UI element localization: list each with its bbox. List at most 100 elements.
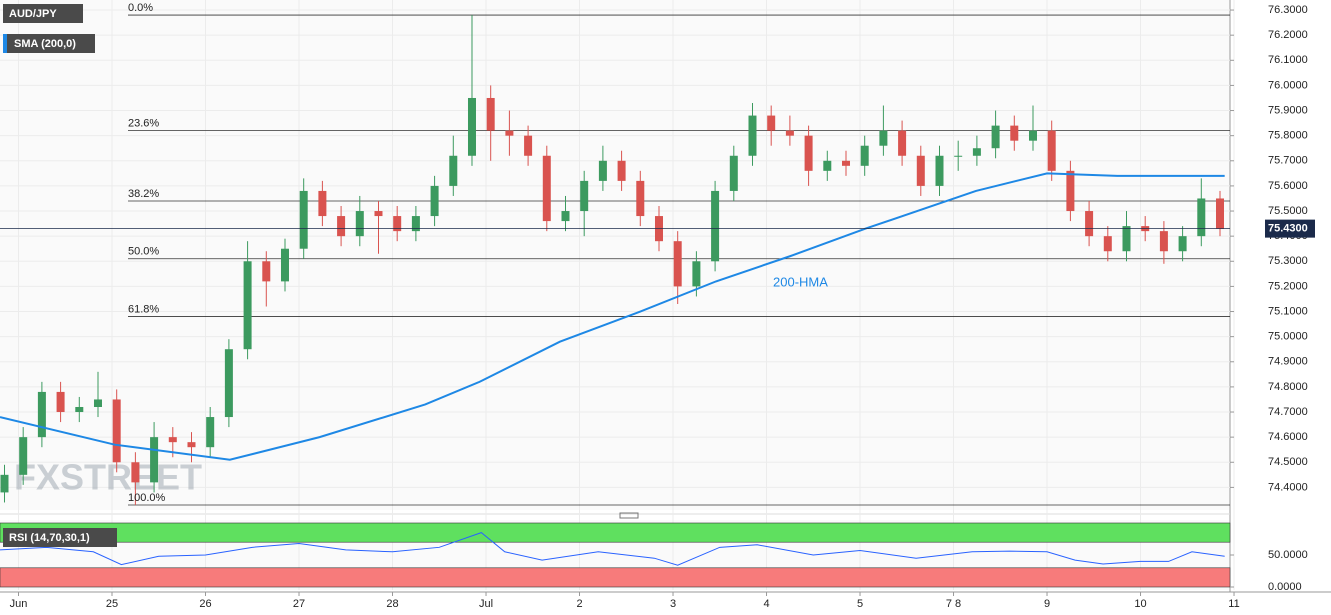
- y-tick-label: 75.1000: [1268, 305, 1308, 317]
- candle-body: [879, 130, 888, 146]
- candle-body: [150, 437, 159, 483]
- x-tick-label: Jul: [479, 598, 493, 610]
- candle-body: [1215, 198, 1224, 229]
- candle-body: [804, 135, 813, 171]
- candle-body: [935, 155, 944, 186]
- x-tick-label: 28: [386, 598, 398, 610]
- candle-body: [75, 406, 84, 413]
- candle-body: [692, 261, 701, 287]
- legend-box: [3, 34, 95, 53]
- candle-body: [318, 190, 327, 217]
- candle-body: [449, 155, 458, 186]
- candle-body: [37, 391, 46, 438]
- candle-body: [729, 155, 738, 191]
- y-tick-label: 0.0000: [1268, 581, 1302, 593]
- watermark: FXSTREET: [14, 457, 202, 498]
- x-tick-label: 9: [1044, 598, 1050, 610]
- candle-body: [767, 115, 776, 131]
- y-tick-label: 75.6000: [1268, 180, 1308, 192]
- candle-body: [112, 399, 121, 463]
- y-tick-label: 76.1000: [1268, 54, 1308, 66]
- y-tick-label: 76.2000: [1268, 29, 1308, 41]
- y-tick-label: 75.8000: [1268, 130, 1308, 142]
- legend-entry: RSI (14,70,30,1): [9, 532, 90, 544]
- x-tick-label: 5: [857, 598, 863, 610]
- candle-body: [636, 180, 645, 217]
- fib-label: 50.0%: [128, 246, 159, 258]
- y-tick-label: 74.5000: [1268, 456, 1308, 468]
- candle-body: [1066, 170, 1075, 212]
- candle-body: [1028, 130, 1037, 141]
- y-tick-label: 74.9000: [1268, 356, 1308, 368]
- legend-title: AUD/JPY: [9, 8, 57, 20]
- fib-label: 23.6%: [128, 118, 159, 130]
- candle-body: [1197, 198, 1206, 237]
- x-tick-label: Jun: [10, 598, 28, 610]
- y-tick-label: 76.3000: [1268, 4, 1308, 16]
- x-tick-label: 11: [1228, 598, 1239, 610]
- legend-swatch: [3, 34, 7, 53]
- x-tick-label: 7 8: [946, 598, 961, 610]
- candle-body: [841, 160, 850, 166]
- x-tick-label: 10: [1134, 598, 1146, 610]
- candle-body: [411, 216, 420, 232]
- y-tick-label: 74.6000: [1268, 431, 1308, 443]
- marks: [0, 15, 1225, 566]
- grid: [0, 0, 1235, 590]
- y-tick-label: 50.0000: [1268, 549, 1308, 561]
- candle-body: [337, 216, 346, 237]
- legend-entry: SMA (200,0): [14, 38, 76, 50]
- x-tick-label: 2: [576, 598, 582, 610]
- rsi-line: [0, 532, 1225, 566]
- candle-body: [561, 211, 570, 222]
- candle-body: [0, 474, 9, 493]
- candle-body: [56, 391, 65, 413]
- candle-body: [598, 160, 607, 181]
- fib-label: 100.0%: [128, 492, 166, 504]
- candle-body: [467, 97, 476, 156]
- candle-body: [430, 185, 439, 217]
- x-tick-label: 27: [293, 598, 305, 610]
- fib-label: 61.8%: [128, 303, 159, 315]
- x-tick-label: 25: [106, 598, 118, 610]
- rsi-band: [0, 522, 1231, 543]
- candle-body: [1159, 231, 1168, 252]
- y-tick-label: 74.7000: [1268, 406, 1308, 418]
- y-tick-label: 75.3000: [1268, 255, 1308, 267]
- y-tick-label: 75.5000: [1268, 205, 1308, 217]
- candle-body: [1085, 211, 1094, 237]
- fib-label: 0.0%: [128, 2, 153, 14]
- candle-body: [243, 261, 252, 350]
- candle-body: [972, 148, 981, 156]
- candle-body: [299, 190, 308, 249]
- candle-body: [1122, 226, 1131, 252]
- candle-body: [785, 130, 794, 136]
- candle-body: [954, 155, 963, 157]
- candle-body: [262, 261, 271, 282]
- candle-body: [1178, 236, 1187, 252]
- x-tick-label: 3: [670, 598, 676, 610]
- candle-body: [823, 160, 832, 171]
- candle-body: [168, 437, 177, 443]
- candle-body: [916, 155, 925, 186]
- y-tick-label: 75.7000: [1268, 155, 1308, 167]
- candle-body: [524, 135, 533, 156]
- candle-body: [19, 437, 28, 475]
- y-tick-label: 75.9000: [1268, 104, 1308, 116]
- candle-body: [748, 115, 757, 156]
- candle-body: [991, 125, 1000, 149]
- candle-body: [206, 417, 215, 448]
- y-tick-label: 75.2000: [1268, 280, 1308, 292]
- y-tick-label: 74.8000: [1268, 381, 1308, 393]
- candle-body: [224, 349, 233, 418]
- candle-body: [711, 190, 720, 262]
- candle-body: [1010, 125, 1019, 141]
- candle-body: [131, 462, 140, 483]
- candle-body: [617, 160, 626, 181]
- candle-body: [898, 130, 907, 156]
- last-price-box: [1265, 219, 1315, 238]
- resize-handle[interactable]: [619, 512, 639, 519]
- candle-body: [93, 399, 102, 407]
